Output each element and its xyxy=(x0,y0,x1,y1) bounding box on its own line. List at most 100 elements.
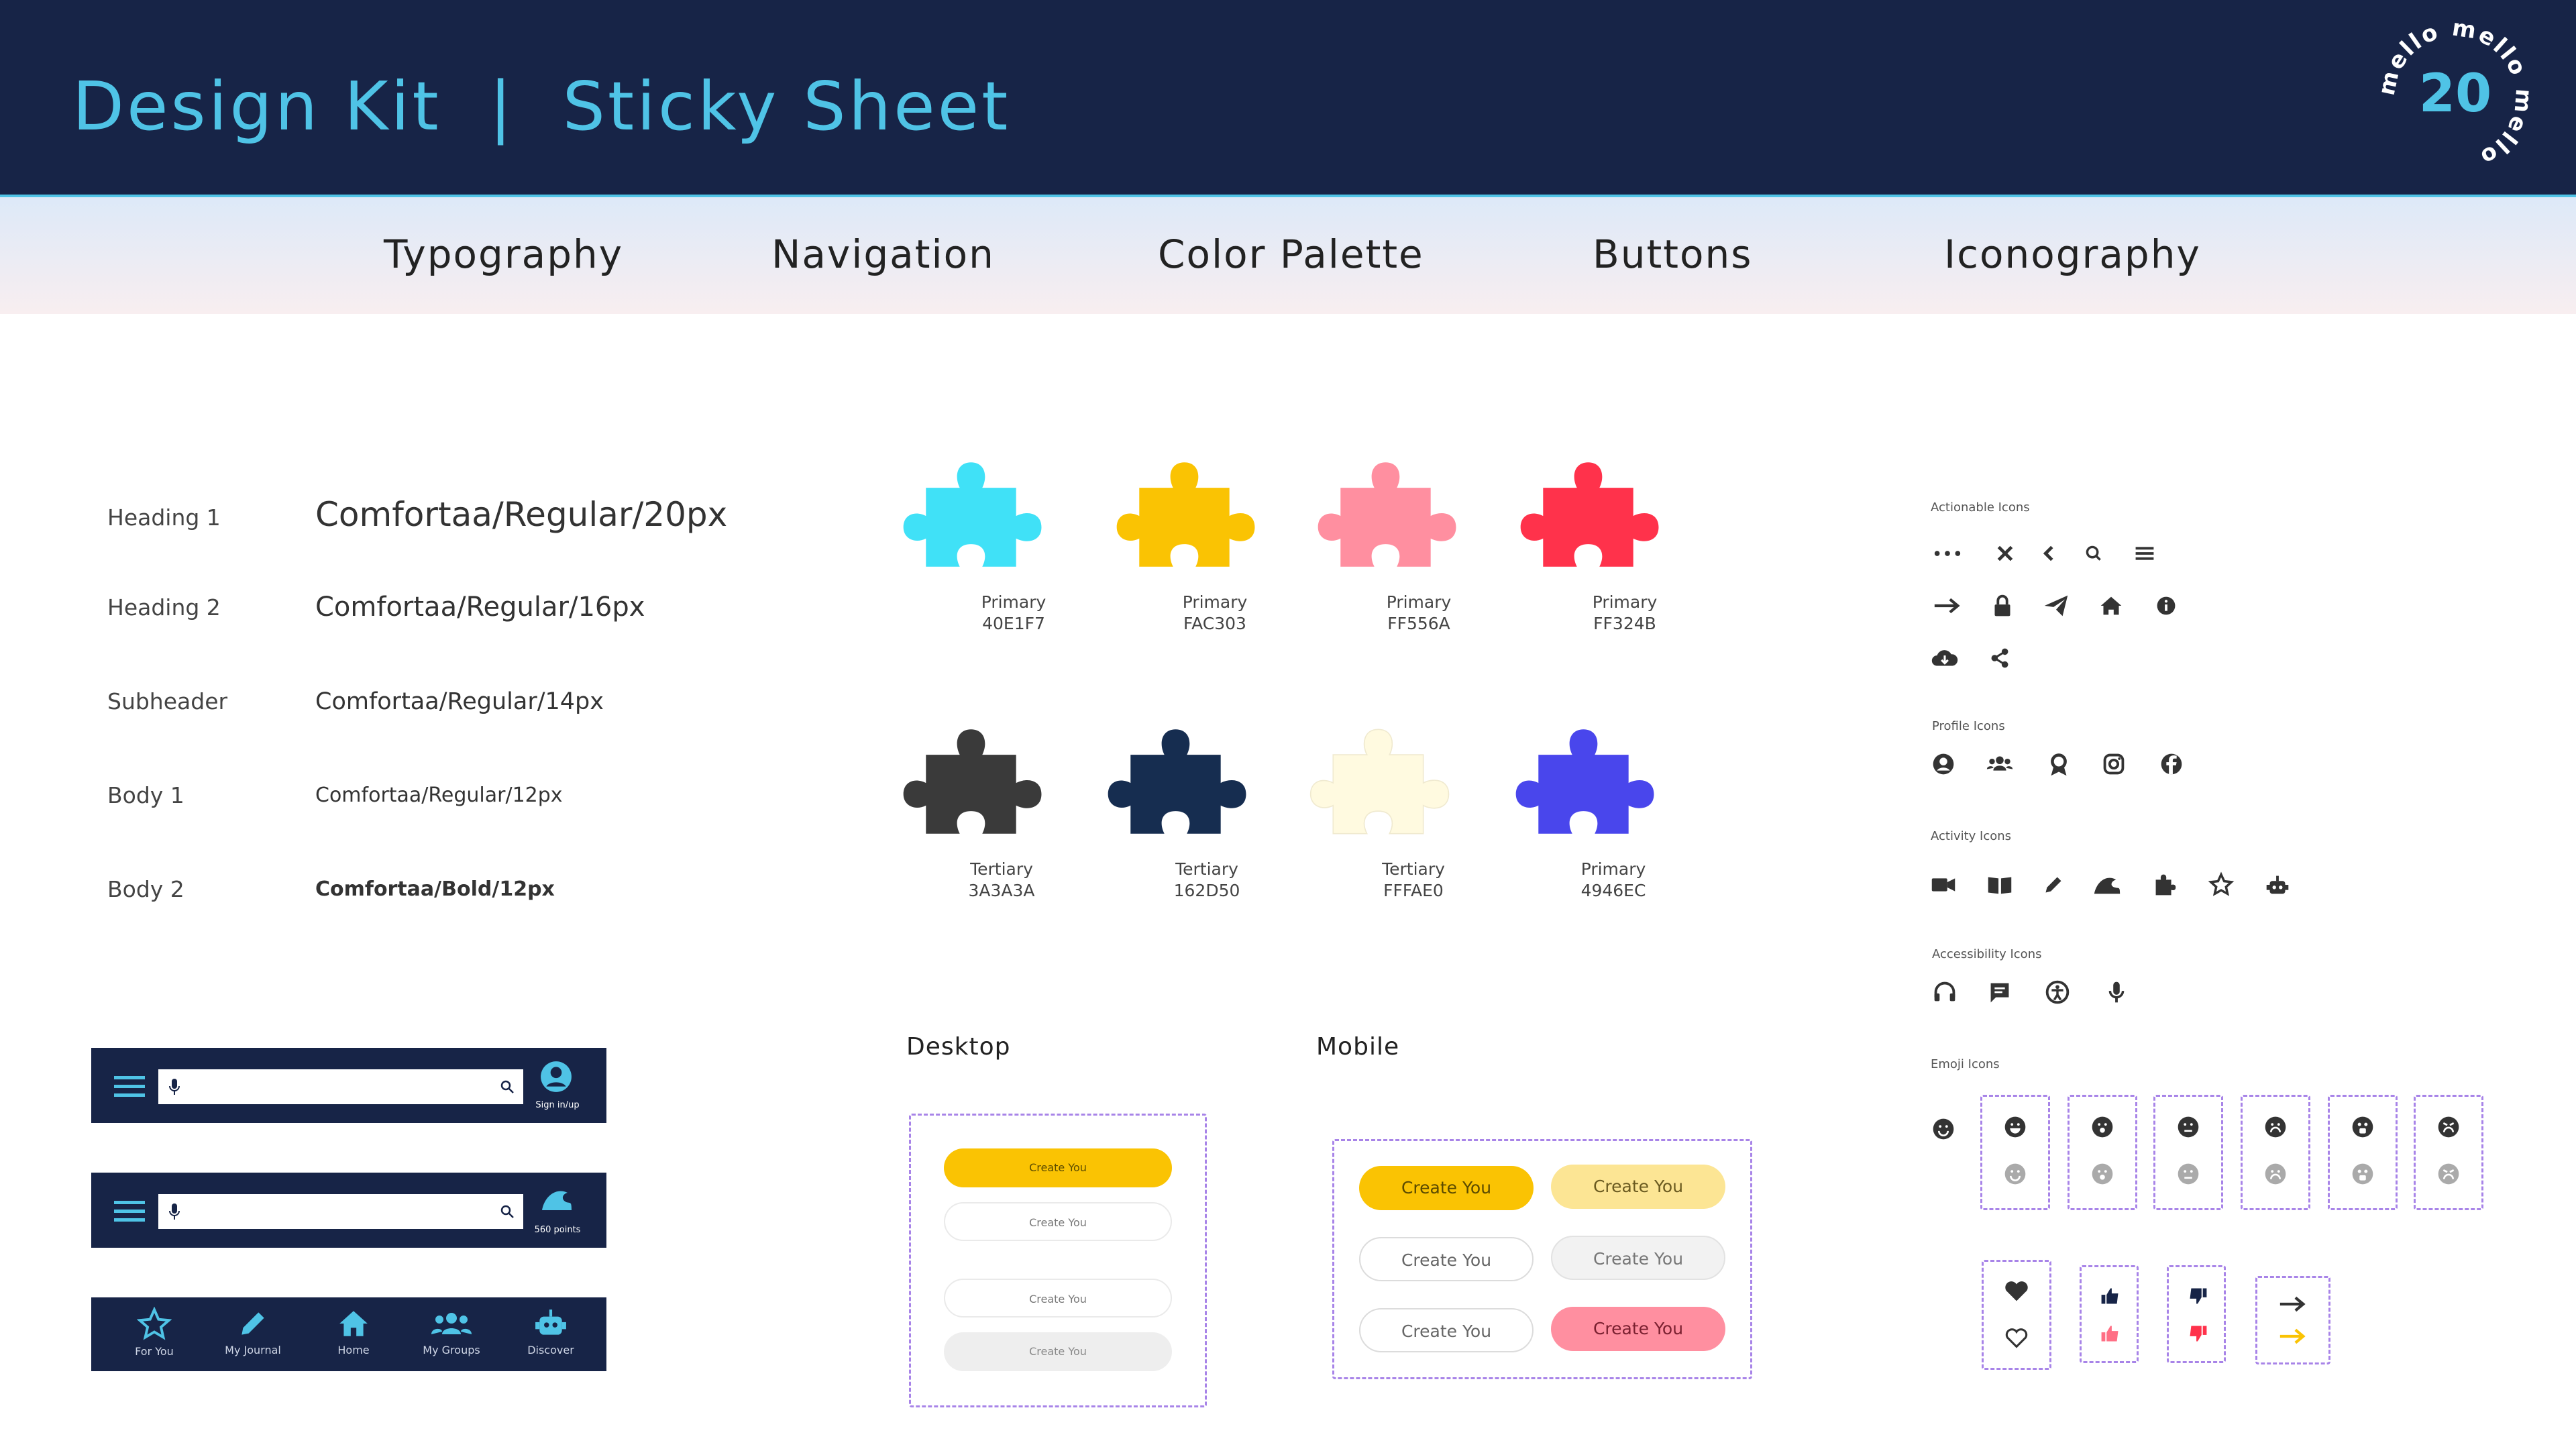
swatch-puzzle-8 xyxy=(1515,718,1656,845)
home-icon[interactable] xyxy=(2096,590,2127,621)
instagram-icon[interactable] xyxy=(2098,749,2129,780)
heart-outline-icon[interactable] xyxy=(2001,1322,2032,1353)
cloud-download-icon[interactable] xyxy=(1929,643,1960,674)
surprised-icon-inactive[interactable] xyxy=(2087,1159,2118,1189)
microphone-icon[interactable] xyxy=(168,1077,181,1099)
create-you-pink-button-mobile[interactable]: Create You xyxy=(1551,1307,1725,1351)
robot-icon[interactable] xyxy=(2262,869,2293,900)
search-input[interactable] xyxy=(158,1069,523,1104)
tab-discover[interactable]: Discover xyxy=(507,1307,594,1356)
type-label-body2: Body 2 xyxy=(107,876,184,902)
puzzle-icon[interactable] xyxy=(2149,869,2180,900)
info-icon[interactable] xyxy=(2151,590,2182,621)
tab-my-groups[interactable]: My Groups xyxy=(408,1307,495,1356)
chat-icon[interactable] xyxy=(1984,977,2015,1008)
star-icon[interactable] xyxy=(2206,869,2237,900)
tab-home[interactable]: Home xyxy=(310,1307,397,1356)
create-you-outline-button[interactable]: Create You xyxy=(944,1202,1172,1241)
neutral-icon-inactive[interactable] xyxy=(2173,1159,2204,1189)
wave-icon[interactable] xyxy=(2092,869,2123,900)
swatch-label-7: Tertiary FFFAE0 xyxy=(1382,859,1445,900)
arrow-icon[interactable] xyxy=(2277,1289,2308,1320)
search-input[interactable] xyxy=(158,1194,523,1229)
surprised-icon[interactable] xyxy=(2087,1112,2118,1142)
swatch-label-4: Primary FF324B xyxy=(1592,592,1658,633)
swatch-puzzle-6 xyxy=(1107,718,1248,845)
award-icon[interactable] xyxy=(2043,749,2074,780)
group-icon[interactable] xyxy=(1984,749,2015,780)
swatch-puzzle-7 xyxy=(1309,718,1450,845)
desktop-buttons-frame xyxy=(909,1114,1207,1407)
create-you-outline-button-mobile[interactable]: Create You xyxy=(1359,1237,1534,1281)
accessibility-icon[interactable] xyxy=(2042,977,2073,1008)
search-icon[interactable] xyxy=(499,1203,515,1223)
sad-icon[interactable] xyxy=(2260,1112,2291,1142)
menu-icon[interactable] xyxy=(114,1075,145,1097)
grin-icon-inactive[interactable] xyxy=(2000,1159,2031,1189)
signin-label[interactable]: Sign in/up xyxy=(535,1100,580,1110)
nav-color-palette[interactable]: Color Palette xyxy=(1158,231,1424,277)
create-you-primary-button-mobile[interactable]: Create You xyxy=(1359,1166,1534,1210)
create-you-primary-light-button-mobile[interactable]: Create You xyxy=(1551,1165,1725,1209)
menu-icon[interactable] xyxy=(114,1199,145,1222)
sad-icon-inactive[interactable] xyxy=(2260,1159,2291,1189)
grin-icon[interactable] xyxy=(2000,1112,2031,1142)
create-you-disabled-button[interactable]: Create You xyxy=(944,1332,1172,1371)
arrow-right-icon[interactable] xyxy=(1932,590,1963,621)
lock-icon[interactable] xyxy=(1987,590,2018,621)
microphone-icon[interactable] xyxy=(2101,977,2132,1008)
send-icon[interactable] xyxy=(2041,590,2072,621)
profile-icons-label: Profile Icons xyxy=(1932,719,2005,733)
angry-icon-inactive[interactable] xyxy=(2433,1159,2464,1189)
robot-icon xyxy=(535,1309,566,1335)
search-icon[interactable] xyxy=(2078,538,2109,569)
headphones-icon[interactable] xyxy=(1929,977,1960,1008)
section-nav xyxy=(0,195,2576,314)
create-you-primary-button[interactable]: Create You xyxy=(944,1148,1172,1187)
nav-navigation[interactable]: Navigation xyxy=(771,231,995,277)
video-icon[interactable] xyxy=(1928,869,1959,900)
create-you-outline-button-2[interactable]: Create You xyxy=(944,1279,1172,1318)
microphone-icon[interactable] xyxy=(168,1202,181,1224)
bottom-tab-bar: For You My Journal Home My Groups Discov… xyxy=(91,1297,606,1371)
smile-icon[interactable] xyxy=(1928,1114,1959,1144)
tab-for-you[interactable]: For You xyxy=(121,1306,188,1358)
more-icon[interactable] xyxy=(1932,538,1963,569)
thumbs-up-pair xyxy=(2080,1265,2139,1363)
thumbs-up-icon[interactable] xyxy=(2095,1281,2126,1311)
neutral-icon[interactable] xyxy=(2173,1112,2204,1142)
nav-buttons[interactable]: Buttons xyxy=(1593,231,1753,277)
shocked-icon[interactable] xyxy=(2347,1112,2378,1142)
heart-icon[interactable] xyxy=(2001,1275,2032,1306)
shocked-icon-inactive[interactable] xyxy=(2347,1159,2378,1189)
facebook-icon[interactable] xyxy=(2156,749,2187,780)
angry-icon[interactable] xyxy=(2433,1112,2464,1142)
share-icon[interactable] xyxy=(1984,643,2015,674)
thumbs-down-red-icon[interactable] xyxy=(2182,1318,2213,1349)
thumbs-up-pink-icon[interactable] xyxy=(2095,1318,2126,1349)
book-icon[interactable] xyxy=(1984,869,2015,900)
thumbs-down-icon[interactable] xyxy=(2182,1281,2213,1311)
points-label[interactable]: 560 points xyxy=(534,1225,581,1235)
type-label-heading1: Heading 1 xyxy=(107,504,221,531)
create-you-outline-button-mobile-2[interactable]: Create You xyxy=(1359,1308,1534,1352)
search-icon[interactable] xyxy=(499,1079,515,1098)
pencil-icon[interactable] xyxy=(2038,869,2069,900)
account-icon[interactable] xyxy=(1928,749,1959,780)
swatch-puzzle-2 xyxy=(1116,451,1256,578)
account-icon[interactable] xyxy=(539,1060,573,1097)
nav-iconography[interactable]: Iconography xyxy=(1944,231,2201,277)
type-label-body1: Body 1 xyxy=(107,782,184,808)
close-icon[interactable] xyxy=(1990,538,2021,569)
pencil-icon xyxy=(241,1312,264,1335)
swatch-label-1: Primary 40E1F7 xyxy=(981,592,1046,633)
menu-icon[interactable] xyxy=(2129,538,2160,569)
back-icon[interactable] xyxy=(2034,538,2065,569)
logo-number: 20 xyxy=(2419,64,2492,124)
nav-typography[interactable]: Typography xyxy=(384,231,624,277)
tab-my-journal[interactable]: My Journal xyxy=(209,1307,297,1356)
create-you-grey-button-mobile[interactable]: Create You xyxy=(1551,1236,1725,1280)
arrow-yellow-icon[interactable] xyxy=(2277,1321,2308,1352)
wave-icon[interactable] xyxy=(541,1186,573,1216)
swatch-puzzle-1 xyxy=(902,451,1043,578)
